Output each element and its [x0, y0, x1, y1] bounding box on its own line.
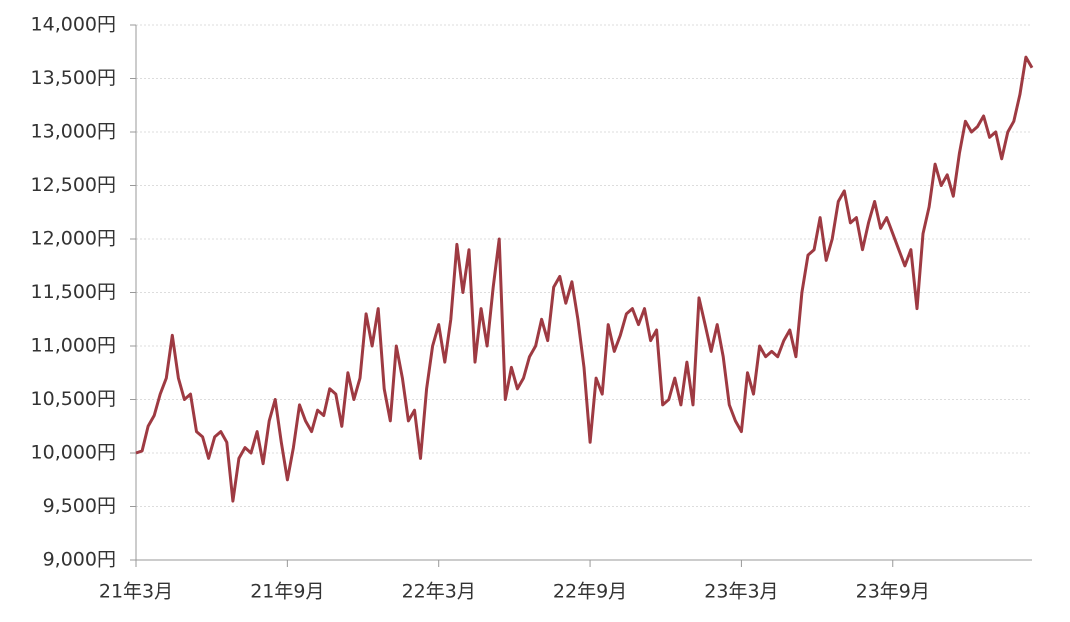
y-tick-label: 12,500円 [31, 174, 116, 196]
y-tick-label: 13,500円 [31, 67, 116, 89]
y-tick-label: 12,000円 [31, 228, 116, 250]
x-tick-label: 23年3月 [704, 581, 778, 603]
y-tick-label: 14,000円 [31, 14, 116, 36]
x-tick-label: 21年9月 [250, 581, 324, 603]
y-tick-label: 9,500円 [43, 495, 116, 517]
y-tick-label: 13,000円 [31, 121, 116, 143]
y-tick-label: 11,500円 [31, 281, 116, 303]
x-tick-label: 21年3月 [99, 581, 173, 603]
x-tick-label: 22年3月 [402, 581, 476, 603]
x-tick-label: 23年9月 [856, 581, 930, 603]
price-line [135, 55, 1034, 503]
y-tick-label: 10,500円 [31, 388, 116, 410]
y-tick-label: 11,000円 [31, 335, 116, 357]
y-tick-label: 10,000円 [31, 442, 116, 464]
y-tick-label: 9,000円 [43, 549, 116, 571]
x-tick-label: 22年9月 [553, 581, 627, 603]
